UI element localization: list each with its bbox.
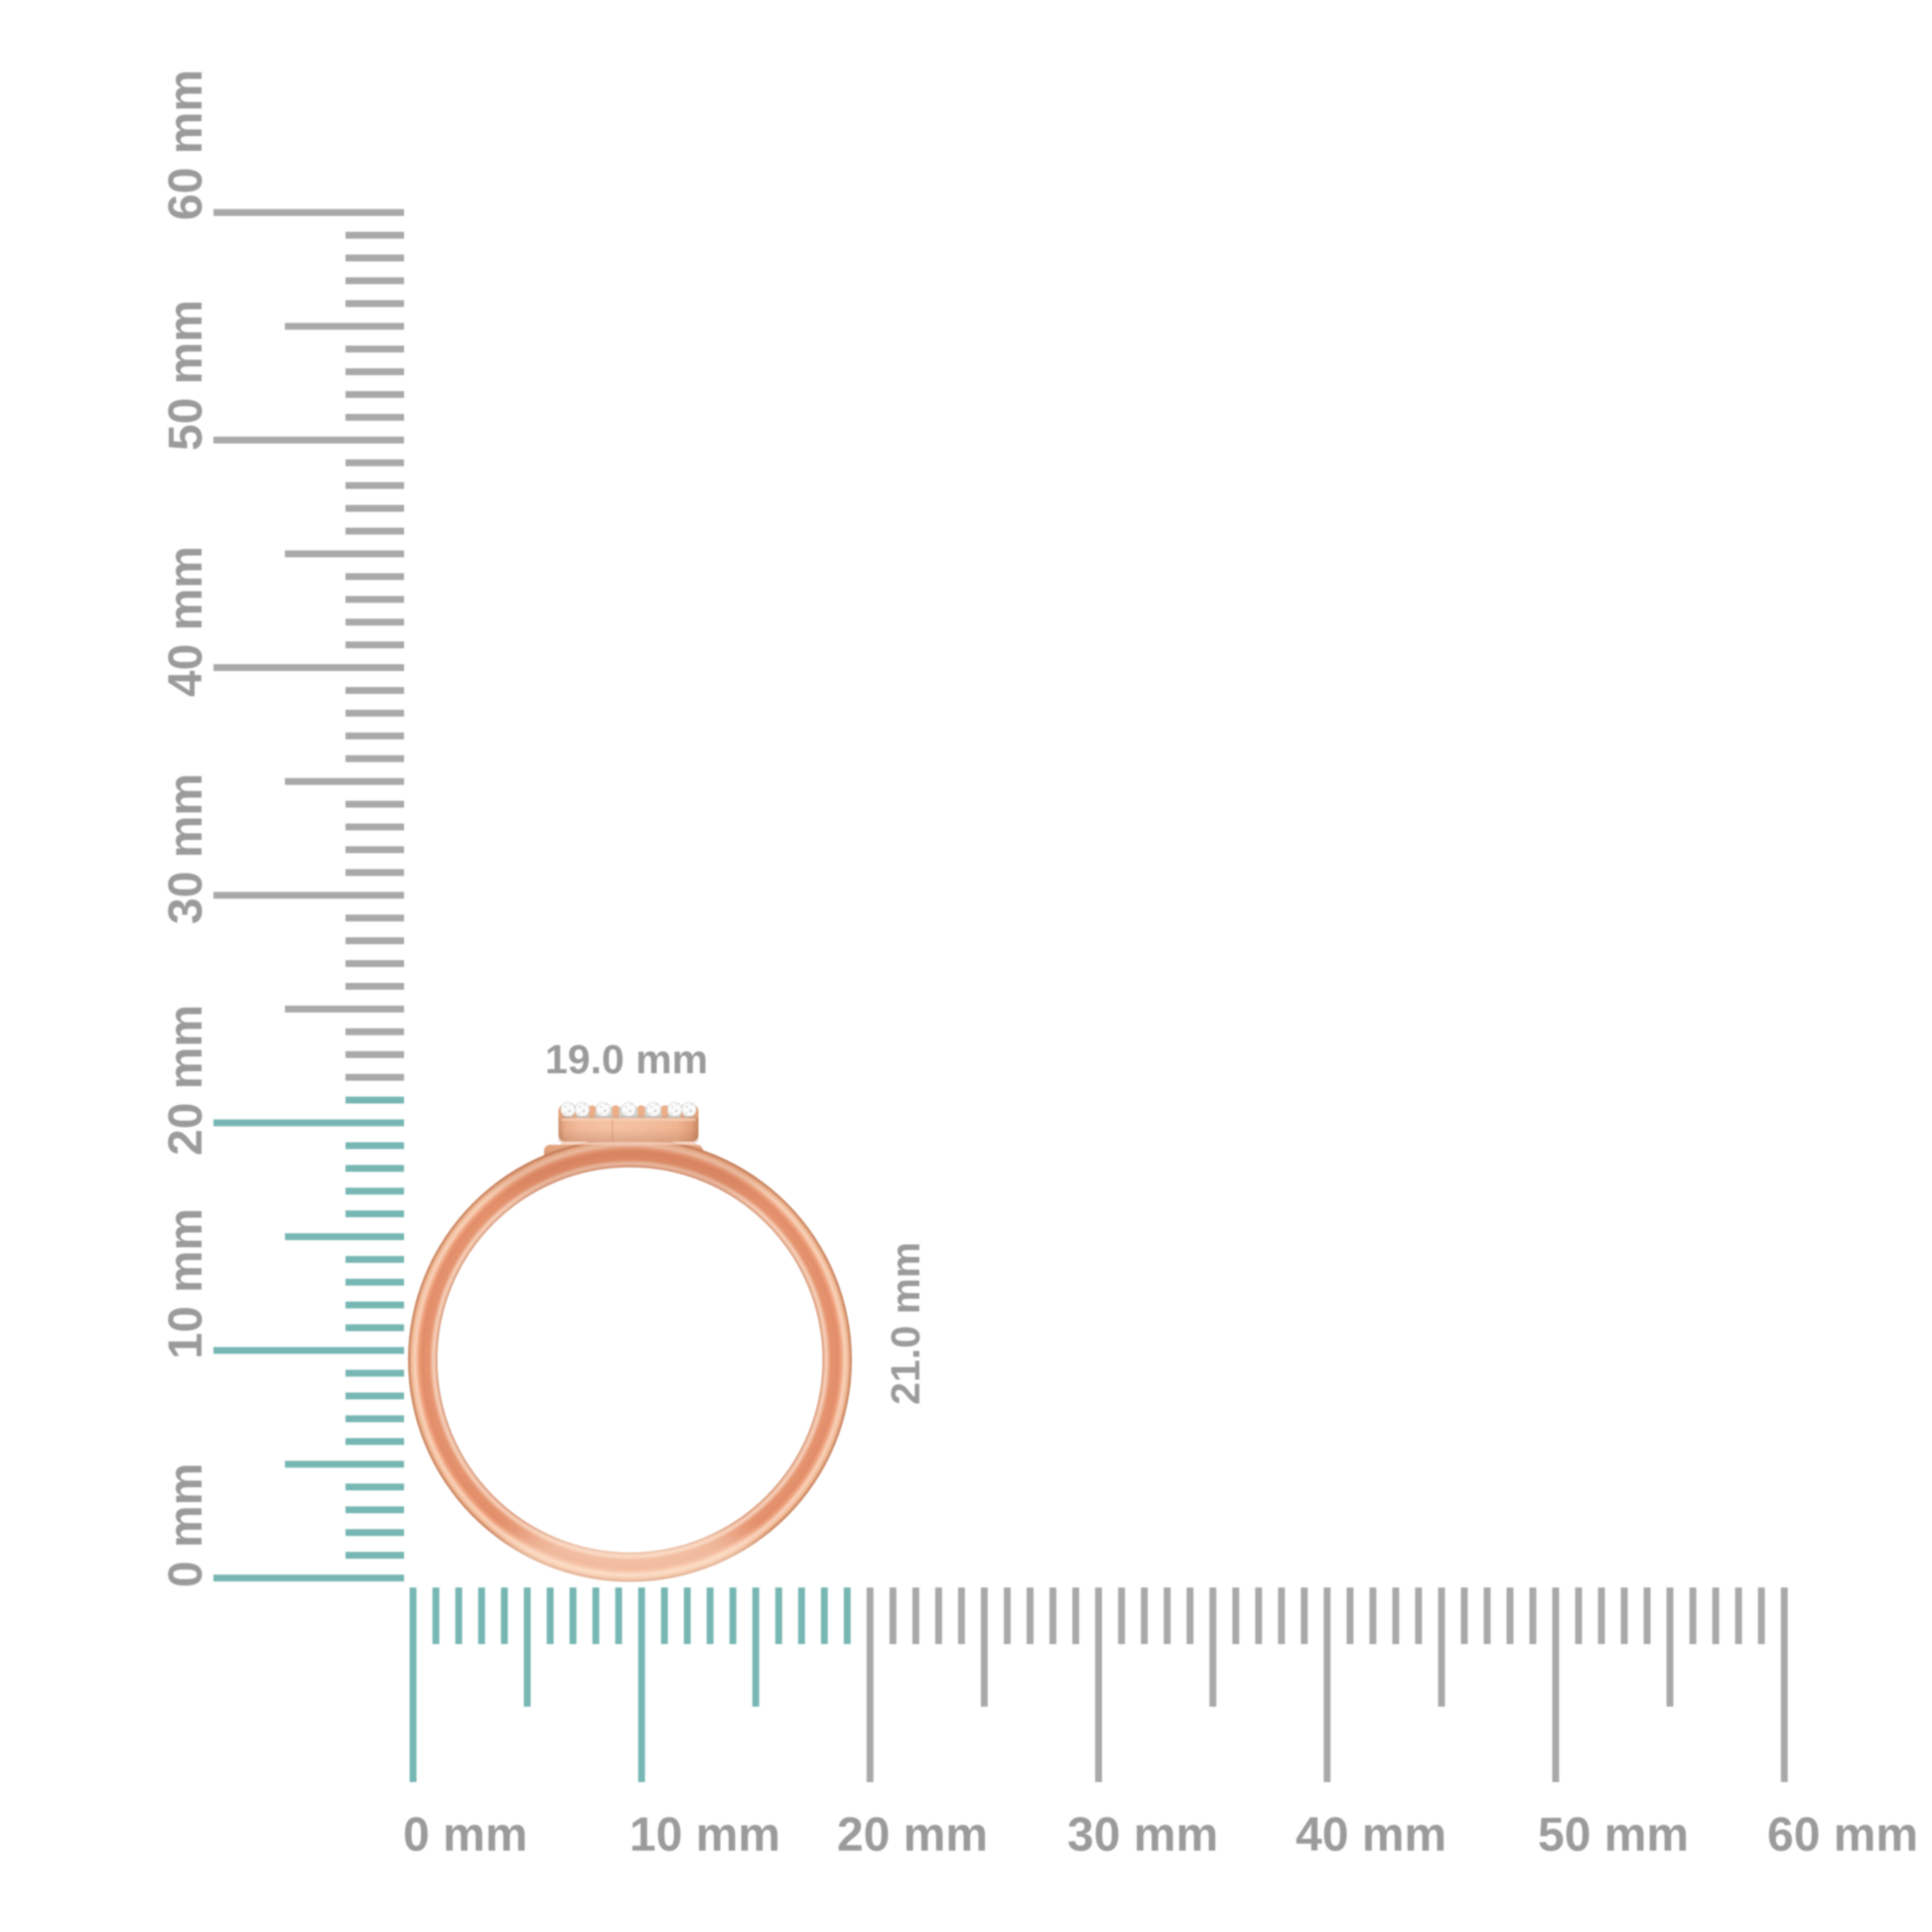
svg-text:30 mm: 30 mm: [160, 773, 212, 924]
svg-text:20 mm: 20 mm: [837, 1809, 988, 1862]
svg-text:40 mm: 40 mm: [1296, 1809, 1447, 1862]
svg-text:21.0 mm: 21.0 mm: [883, 1242, 928, 1405]
svg-text:19.0 mm: 19.0 mm: [545, 1036, 708, 1082]
svg-text:30 mm: 30 mm: [1067, 1809, 1218, 1862]
svg-text:10 mm: 10 mm: [629, 1809, 780, 1862]
svg-text:50 mm: 50 mm: [160, 300, 212, 451]
svg-text:60 mm: 60 mm: [1767, 1809, 1918, 1862]
svg-text:0 mm: 0 mm: [403, 1809, 527, 1862]
svg-text:50 mm: 50 mm: [1538, 1809, 1689, 1862]
svg-text:60 mm: 60 mm: [160, 69, 212, 220]
svg-text:20 mm: 20 mm: [160, 1005, 212, 1156]
svg-text:10 mm: 10 mm: [160, 1208, 212, 1359]
svg-text:40 mm: 40 mm: [160, 546, 212, 697]
svg-text:0 mm: 0 mm: [160, 1463, 212, 1587]
